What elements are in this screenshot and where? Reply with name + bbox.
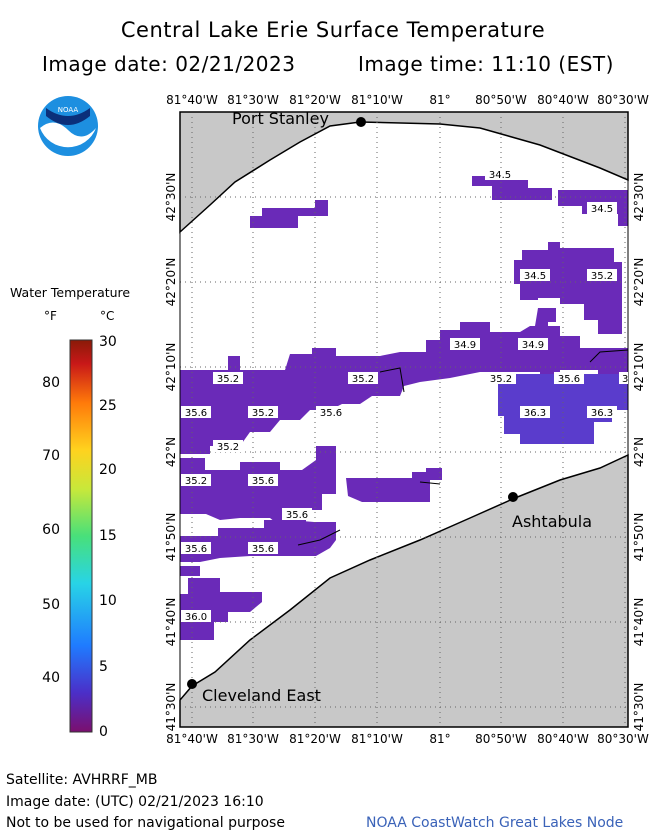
credit-label: NOAA CoastWatch Great Lakes Node	[366, 815, 624, 831]
temp-label: 36.3	[591, 408, 613, 419]
lat-ticks-left: 42°30'N 42°20'N 42°10'N 42°N 41°50'N 41°…	[164, 173, 178, 732]
lon-tick: 80°40'W	[537, 732, 589, 746]
disclaimer-label: Not to be used for navigational purpose	[6, 815, 285, 831]
image-date: Image date: 02/21/2023	[42, 52, 296, 76]
temp-label: 35.6	[185, 544, 207, 555]
lat-tick: 42°N	[164, 437, 178, 467]
lat-tick: 41°50'N	[632, 513, 646, 562]
map-frame	[179, 111, 629, 728]
lon-tick: 81°10'W	[351, 732, 403, 746]
place-label-port-stanley: Port Stanley	[232, 109, 329, 128]
lat-tick: 41°30'N	[164, 683, 178, 732]
temp-label: 35.2	[352, 374, 374, 385]
noaa-logo: NOAA	[38, 96, 98, 156]
legend-c-label: 30	[99, 334, 117, 350]
legend-f-label: 60	[42, 522, 60, 538]
utc-date-label: Image date: (UTC) 02/21/2023 16:10	[6, 794, 264, 810]
temp-label: 34.5	[489, 170, 511, 181]
place-label-ashtabula: Ashtabula	[512, 512, 592, 531]
lat-tick: 42°30'N	[164, 173, 178, 222]
lat-tick: 42°N	[632, 437, 646, 467]
lat-tick: 41°50'N	[164, 513, 178, 562]
lon-tick: 80°40'W	[537, 93, 589, 107]
temp-label: 35.6	[558, 374, 580, 385]
temperature-value-labels: 34.5 34.5 34.5 35.2 34.9 34.9 35.2 35.2 …	[181, 168, 628, 623]
temp-label: 34.9	[454, 340, 476, 351]
temp-label: 34.5	[591, 204, 613, 215]
lon-tick: 80°30'W	[597, 93, 649, 107]
lon-tick: 81°10'W	[351, 93, 403, 107]
lon-tick: 80°50'W	[475, 732, 527, 746]
lon-tick: 81°20'W	[289, 93, 341, 107]
place-label-cleveland-east: Cleveland East	[202, 686, 321, 705]
legend-unit-c: °C	[100, 309, 115, 323]
lat-tick: 41°40'N	[164, 598, 178, 647]
temp-label: 34.9	[522, 340, 544, 351]
lat-tick: 42°20'N	[632, 258, 646, 307]
temp-label: 36.0	[185, 612, 207, 623]
lat-tick: 42°20'N	[164, 258, 178, 307]
temp-label: 35.6	[286, 510, 308, 521]
temp-label: 35.6	[320, 408, 342, 419]
lat-tick: 42°10'N	[632, 343, 646, 392]
legend-c-label: 5	[99, 659, 108, 675]
temp-label: 35.2	[591, 271, 613, 282]
temp-label: 34.5	[524, 271, 546, 282]
temp-label: 35.2	[217, 442, 239, 453]
lon-tick: 81°30'W	[227, 732, 279, 746]
legend-c-label: 0	[99, 724, 108, 740]
legend-c-label: 10	[99, 593, 117, 609]
lon-ticks-bottom: 81°40'W 81°30'W 81°20'W 81°10'W 81° 80°5…	[166, 732, 649, 746]
legend-c-label: 15	[99, 528, 117, 544]
lat-ticks-right: 42°30'N 42°20'N 42°10'N 42°N 41°50'N 41°…	[632, 173, 646, 732]
lon-tick: 81°20'W	[289, 732, 341, 746]
temp-label: 35.2	[217, 374, 239, 385]
lat-tick: 41°30'N	[632, 683, 646, 732]
lon-tick: 81°	[429, 732, 450, 746]
temp-label: 35.2	[185, 476, 207, 487]
legend-c-label: 20	[99, 462, 117, 478]
temp-label: 35.6	[252, 544, 274, 555]
cleveland-east-marker	[187, 679, 197, 689]
temp-label: 35.2	[490, 374, 512, 385]
noaa-logo-text: NOAA	[58, 106, 79, 114]
map-title: Central Lake Erie Surface Temperature	[120, 18, 546, 42]
temp-label: 36.3	[524, 408, 546, 419]
lon-tick: 81°40'W	[166, 93, 218, 107]
legend-c-label: 25	[99, 398, 117, 414]
lat-tick: 42°10'N	[164, 343, 178, 392]
temp-label: 35.6	[185, 408, 207, 419]
legend-f-label: 40	[42, 670, 60, 686]
legend-f-label: 80	[42, 375, 60, 391]
lon-tick: 80°30'W	[597, 732, 649, 746]
lon-tick: 81°30'W	[227, 93, 279, 107]
legend-title: Water Temperature	[10, 285, 131, 300]
lon-ticks-top: 81°40'W 81°30'W 81°20'W 81°10'W 81° 80°5…	[166, 93, 649, 107]
temp-label: 35.6	[252, 476, 274, 487]
image-time: Image time: 11:10 (EST)	[358, 52, 614, 76]
lon-tick: 81°40'W	[166, 732, 218, 746]
ashtabula-marker	[508, 492, 518, 502]
legend-unit-f: °F	[44, 309, 57, 323]
lon-tick: 80°50'W	[475, 93, 527, 107]
lon-tick: 81°	[429, 93, 450, 107]
port-stanley-marker	[356, 117, 366, 127]
temperature-colorbar: 80 70 60 50 40 30 25 20 15 10 5 0	[42, 334, 117, 740]
temp-label: 35.2	[252, 408, 274, 419]
lat-tick: 41°40'N	[632, 598, 646, 647]
legend-f-label: 70	[42, 448, 60, 464]
temperature-patches	[180, 176, 628, 640]
lat-tick: 42°30'N	[632, 173, 646, 222]
boundary-line	[297, 349, 629, 546]
legend-f-label: 50	[42, 597, 60, 613]
temp-label: 3	[622, 374, 628, 385]
satellite-label: Satellite: AVHRRF_MB	[6, 772, 158, 788]
